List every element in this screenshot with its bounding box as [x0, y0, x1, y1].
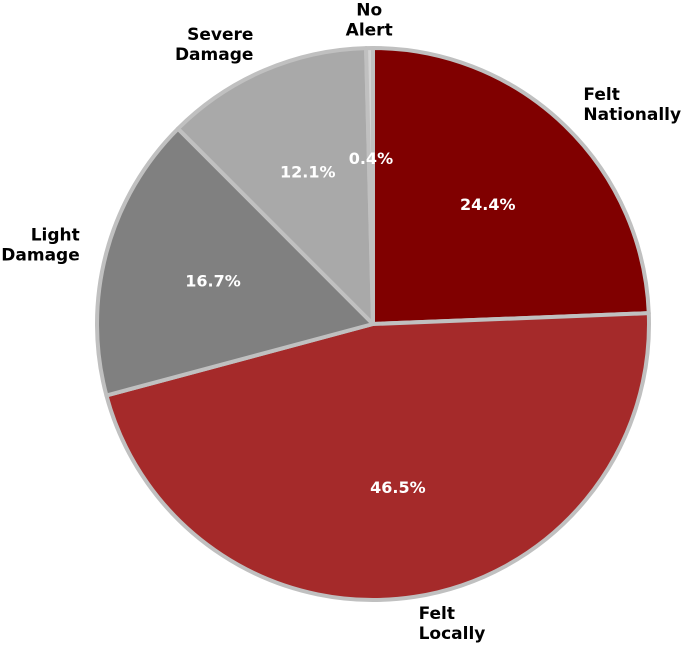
pct-label-severe-damage: 12.1%	[280, 162, 336, 181]
category-label-line: Felt	[419, 604, 455, 624]
category-label-line: No	[356, 0, 382, 20]
category-label-severe-damage: Severe Damage	[175, 25, 253, 65]
pct-label-no-alert: 0.4%	[349, 149, 393, 168]
category-label-line: Locally	[419, 624, 486, 644]
pct-label-felt-nationally: 24.4%	[460, 195, 516, 214]
category-label-light-damage: Light Damage	[1, 225, 79, 265]
pie-slice-no-alert	[364, 46, 375, 326]
category-label-line: Damage	[1, 245, 79, 265]
category-label-line: Nationally	[583, 105, 681, 125]
category-label-line: Damage	[175, 45, 253, 65]
pie-slice-felt-nationally	[371, 46, 651, 326]
category-label-line: Severe	[187, 25, 253, 45]
category-label-felt-nationally: Felt Nationally	[583, 85, 681, 125]
pct-label-light-damage: 16.7%	[185, 272, 241, 291]
category-label-line: Alert	[346, 20, 393, 40]
percentage-labels: 24.4% 46.5% 16.7% 12.1% 0.4%	[185, 149, 515, 497]
category-label-line: Felt	[583, 85, 619, 105]
pie-slice-light-damage	[95, 126, 375, 398]
category-label-felt-locally: Felt Locally	[419, 604, 486, 644]
pie-slice-felt-locally	[104, 311, 651, 602]
pie-slices	[95, 46, 651, 602]
category-label-line: Light	[31, 225, 80, 245]
category-label-no-alert: No Alert	[346, 0, 393, 40]
pie-slice-severe-damage	[175, 46, 375, 326]
pct-label-felt-locally: 46.5%	[370, 478, 426, 497]
